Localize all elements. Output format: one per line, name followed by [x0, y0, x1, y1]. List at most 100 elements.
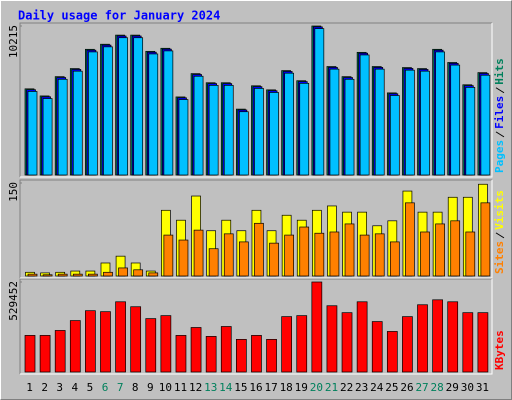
x-tick-label: 28 [431, 381, 444, 394]
x-tick-label: 2 [41, 381, 48, 394]
bar [374, 68, 385, 176]
x-tick-label: 18 [280, 381, 293, 394]
x-tick-label: 13 [204, 381, 217, 394]
bar [193, 229, 204, 277]
bar [311, 281, 323, 373]
bar [72, 273, 83, 277]
bar [405, 202, 415, 277]
bar [251, 335, 262, 373]
bar [266, 339, 277, 373]
bar [254, 88, 264, 176]
bar [69, 320, 81, 373]
bar [329, 68, 340, 176]
bar [239, 111, 249, 176]
x-tick-label: 17 [264, 381, 277, 394]
bar [236, 339, 247, 373]
bar [435, 51, 445, 176]
x-tick-label: 27 [415, 381, 428, 394]
bar [359, 54, 370, 176]
bar [72, 70, 83, 176]
bar [269, 242, 279, 277]
bar [462, 312, 474, 373]
bar [420, 70, 430, 176]
bar [405, 69, 415, 176]
x-tick-label: 22 [340, 381, 353, 394]
bar [356, 301, 368, 373]
bar [435, 223, 445, 277]
bar [389, 241, 400, 277]
bar [239, 241, 249, 277]
legend-label: Sites [493, 241, 506, 274]
panel-shadow [19, 179, 492, 278]
x-tick-label: 14 [219, 381, 233, 394]
bar [42, 98, 53, 176]
bar [389, 95, 400, 176]
bar [374, 233, 385, 277]
bar [88, 51, 98, 176]
bar [269, 92, 279, 176]
x-tick-label: 23 [355, 381, 368, 394]
bar [54, 330, 66, 373]
bar [386, 331, 398, 373]
bar [299, 226, 310, 277]
bar [299, 82, 310, 176]
bar [103, 46, 113, 176]
panel-light [20, 279, 493, 375]
chart-title: Daily usage for January 2024 [18, 9, 220, 23]
bar [100, 311, 111, 373]
bar [465, 231, 476, 277]
bar [371, 321, 383, 373]
bar [220, 326, 232, 373]
panel-shadow [19, 278, 492, 374]
x-tick-label: 26 [400, 381, 413, 394]
x-tick-label: 24 [370, 381, 384, 394]
bar [344, 223, 355, 277]
bar [133, 269, 144, 277]
bar [193, 75, 204, 176]
bar [57, 273, 68, 277]
bar [133, 37, 144, 176]
bar [175, 335, 187, 373]
bar [447, 301, 459, 373]
bar [163, 50, 174, 176]
bar [223, 85, 234, 176]
x-tick-label: 25 [385, 381, 398, 394]
x-tick-label: 20 [310, 381, 323, 394]
bar [417, 304, 428, 373]
x-tick-label: 1 [26, 381, 33, 394]
bar [281, 316, 292, 373]
bar [420, 231, 430, 277]
bar [27, 273, 38, 277]
y-tick-label: 529452 [7, 281, 20, 321]
x-tick-label: 11 [174, 381, 187, 394]
x-tick-label: 10 [159, 381, 172, 394]
legend-label: KBytes [493, 330, 506, 370]
legend-label: Files [493, 96, 506, 129]
bar [450, 64, 461, 176]
legend-separator [495, 87, 505, 94]
x-tick-label: 31 [476, 381, 489, 394]
x-tick-label: 21 [325, 381, 338, 394]
legend: Pages Files Hits [493, 58, 506, 173]
x-tick-label: 7 [117, 381, 124, 394]
bar [284, 234, 294, 277]
legend-label: Hits [493, 58, 506, 85]
bar [118, 37, 128, 176]
bar [480, 74, 491, 176]
bar [190, 327, 202, 373]
bar [477, 312, 489, 373]
x-tick-label: 8 [132, 381, 139, 394]
bar [178, 99, 189, 176]
legend-separator [495, 131, 505, 138]
bar [118, 267, 128, 277]
legend-label: Pages [493, 140, 506, 173]
bar [326, 305, 338, 373]
x-tick-label: 30 [461, 381, 474, 394]
bar [314, 28, 325, 176]
bar [205, 336, 217, 373]
bar [284, 72, 294, 176]
panel-shadow [19, 22, 492, 177]
bar [296, 315, 308, 373]
bar [160, 315, 172, 373]
x-tick-label: 16 [249, 381, 262, 394]
